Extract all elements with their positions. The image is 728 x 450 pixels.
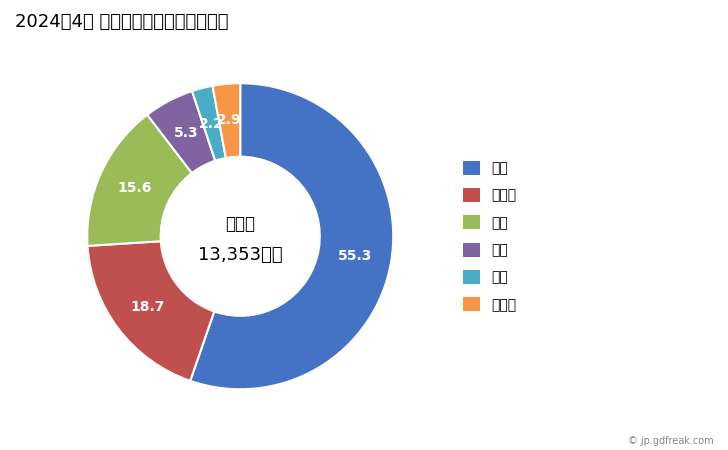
Text: 55.3: 55.3 xyxy=(338,248,372,262)
Text: © jp.gdfreak.com: © jp.gdfreak.com xyxy=(628,436,713,446)
Text: 2.9: 2.9 xyxy=(218,113,242,127)
Text: 総　額: 総 額 xyxy=(225,215,256,233)
Wedge shape xyxy=(147,91,215,173)
Wedge shape xyxy=(87,115,192,246)
Wedge shape xyxy=(213,83,240,158)
Text: 15.6: 15.6 xyxy=(117,181,151,195)
Text: 2.2: 2.2 xyxy=(199,117,223,130)
Text: 13,353万円: 13,353万円 xyxy=(198,246,282,264)
Wedge shape xyxy=(192,86,226,161)
Text: 2024年4月 輸出相手国のシェア（％）: 2024年4月 輸出相手国のシェア（％） xyxy=(15,14,228,32)
Legend: 中国, カナダ, 韓国, 米国, タイ, その他: 中国, カナダ, 韓国, 米国, タイ, その他 xyxy=(458,155,521,317)
Wedge shape xyxy=(190,83,393,389)
Wedge shape xyxy=(87,241,214,381)
Text: 18.7: 18.7 xyxy=(130,300,165,314)
Text: 5.3: 5.3 xyxy=(173,126,198,140)
